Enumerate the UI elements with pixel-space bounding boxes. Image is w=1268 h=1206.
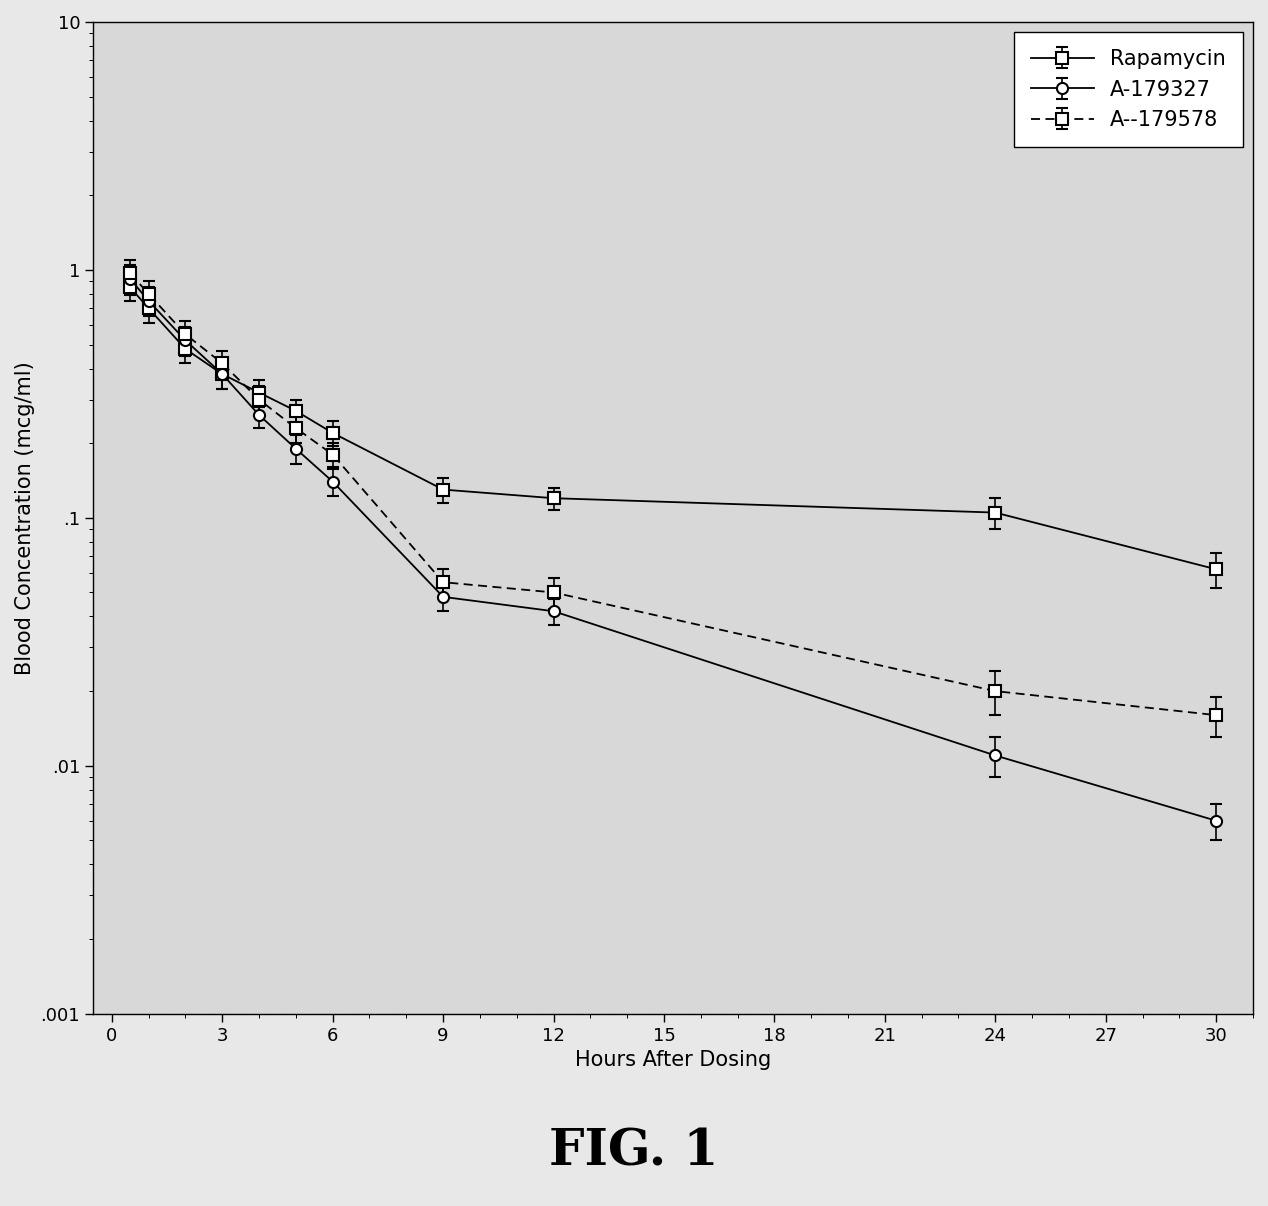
Text: FIG. 1: FIG. 1 bbox=[549, 1128, 719, 1176]
Y-axis label: Blood Concentration (mcg/ml): Blood Concentration (mcg/ml) bbox=[15, 361, 36, 674]
Legend: Rapamycin, A-179327, A--179578: Rapamycin, A-179327, A--179578 bbox=[1014, 33, 1243, 147]
X-axis label: Hours After Dosing: Hours After Dosing bbox=[576, 1050, 771, 1071]
